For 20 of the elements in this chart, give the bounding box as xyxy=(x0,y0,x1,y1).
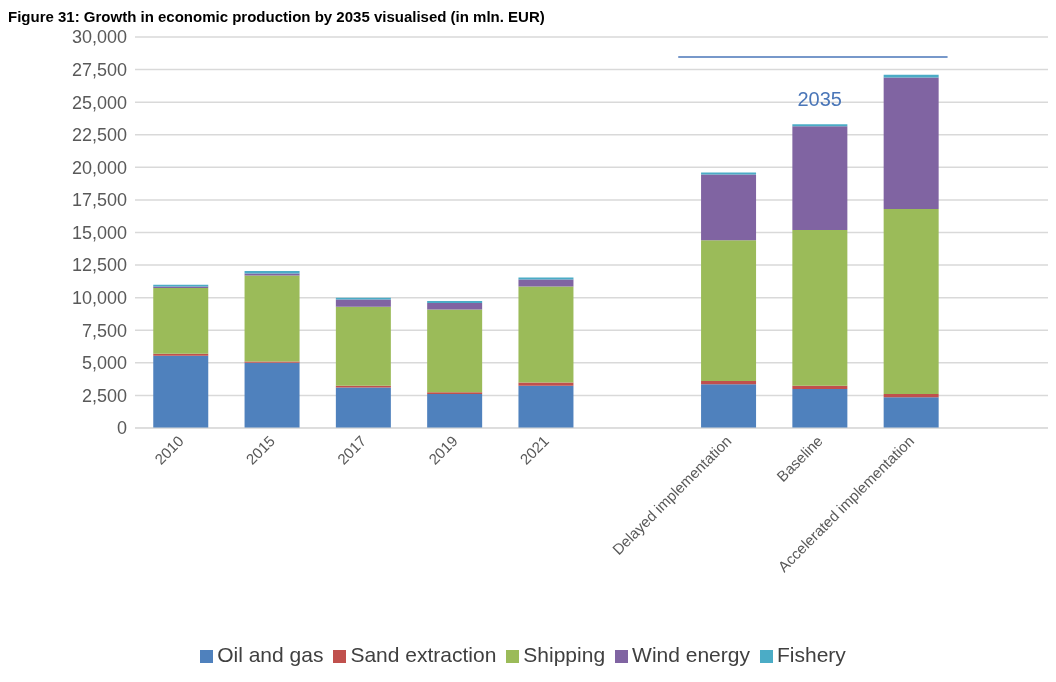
legend-label: Oil and gas xyxy=(217,643,324,666)
y-tick-label: 30,000 xyxy=(71,27,127,48)
legend-label: Wind energy xyxy=(632,643,750,666)
y-tick-label: 15,000 xyxy=(71,222,127,243)
chart-title: Figure 31: Growth in economic production by 2035 visualised (in mln. EUR) xyxy=(8,8,546,25)
y-tick-label: 10,000 xyxy=(71,288,127,309)
y-tick-label: 27,500 xyxy=(71,59,127,80)
y-tick-label: 12,500 xyxy=(71,255,127,276)
legend-label: Shipping xyxy=(523,643,606,666)
y-tick-label: 7,500 xyxy=(81,320,127,341)
y-tick-label: 0 xyxy=(116,418,127,439)
y-tick-label: 2,500 xyxy=(81,385,127,406)
y-tick-label: 5,000 xyxy=(81,353,127,374)
y-tick-label: 20,000 xyxy=(71,157,127,178)
y-tick-label: 17,500 xyxy=(71,190,127,211)
legend-label: Fishery xyxy=(776,643,846,666)
y-tick-label: 22,500 xyxy=(71,125,127,146)
annotation: 2035 xyxy=(797,88,842,110)
legend-label: Sand extraction xyxy=(350,643,497,666)
y-tick-label: 25,000 xyxy=(71,92,127,113)
